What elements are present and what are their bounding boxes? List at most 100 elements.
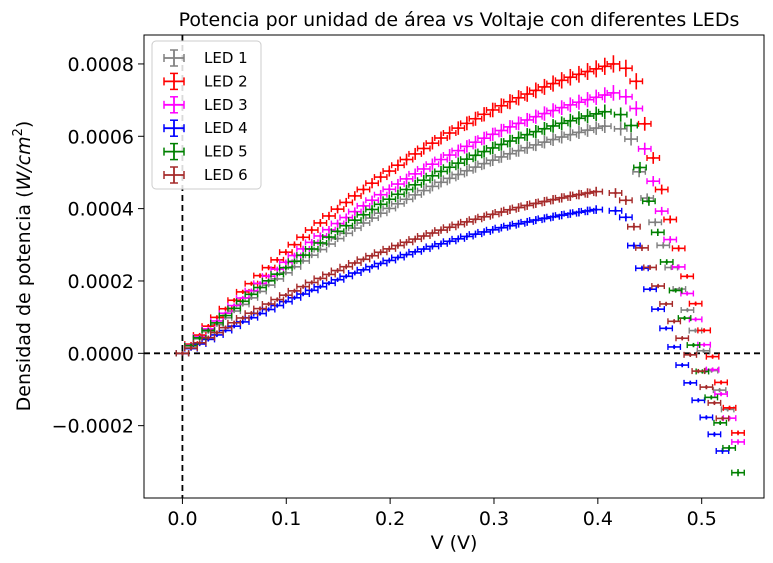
data-point — [520, 112, 535, 127]
data-point — [528, 124, 543, 139]
data-point — [511, 203, 526, 212]
data-point — [608, 206, 623, 216]
point-marker — [517, 206, 520, 209]
data-point — [373, 171, 388, 183]
data-point — [399, 184, 414, 195]
point-marker — [525, 92, 529, 96]
data-point — [425, 170, 440, 182]
point-marker — [362, 221, 365, 225]
data-point — [382, 245, 397, 252]
point-marker — [387, 207, 391, 210]
data-point — [589, 121, 604, 135]
point-marker — [422, 234, 426, 238]
x-axis: 0.0 0.1 0.2 0.3 0.4 0.5 — [167, 498, 717, 530]
point-marker — [551, 124, 555, 128]
data-point — [580, 123, 595, 137]
point-marker — [301, 285, 305, 289]
data-point — [322, 271, 336, 278]
data-point — [580, 92, 595, 108]
point-marker — [482, 150, 486, 153]
point-marker — [586, 70, 589, 73]
point-marker — [648, 287, 652, 291]
point-marker — [327, 242, 331, 246]
point-marker — [517, 121, 520, 125]
point-marker — [249, 311, 253, 315]
point-marker — [543, 216, 546, 220]
point-marker — [353, 226, 357, 230]
plot-area — [143, 34, 765, 499]
data-point — [356, 184, 371, 195]
point-marker — [206, 336, 210, 340]
point-marker — [336, 207, 339, 211]
data-point — [451, 169, 466, 180]
point-marker — [422, 247, 426, 251]
point-marker — [612, 62, 615, 66]
data-point — [459, 140, 474, 153]
point-marker — [499, 226, 503, 230]
point-marker — [241, 296, 245, 300]
point-marker — [586, 114, 589, 118]
legend-label: LED 1 — [204, 49, 248, 67]
point-marker — [577, 210, 581, 214]
point-marker — [224, 307, 227, 311]
point-marker — [258, 312, 262, 315]
data-point — [434, 165, 448, 177]
legend-item: LED 2 — [163, 72, 248, 90]
data-point — [618, 59, 633, 77]
data-point — [691, 397, 706, 404]
data-point — [589, 60, 604, 78]
point-marker — [362, 213, 365, 217]
point-marker — [284, 266, 288, 270]
data-point — [494, 207, 509, 217]
point-marker — [696, 369, 700, 373]
data-point — [356, 219, 371, 227]
point-marker — [696, 398, 700, 402]
data-point — [278, 292, 293, 299]
point-marker — [379, 193, 383, 197]
point-marker — [517, 96, 520, 100]
point-marker — [387, 259, 391, 262]
point-marker — [543, 85, 546, 89]
point-marker — [694, 329, 697, 332]
point-marker — [439, 136, 443, 140]
point-marker — [624, 66, 628, 70]
data-point — [520, 217, 535, 226]
point-marker — [249, 292, 253, 296]
data-point — [313, 232, 328, 240]
data-point — [459, 116, 474, 131]
data-point — [546, 103, 561, 118]
point-marker — [465, 220, 469, 224]
data-point — [477, 145, 492, 158]
point-marker — [594, 112, 598, 116]
data-point — [270, 302, 285, 309]
data-point — [356, 210, 371, 219]
x-tick-label: 0.5 — [687, 508, 717, 530]
point-marker — [543, 127, 546, 131]
data-point — [287, 263, 302, 270]
data-point — [373, 249, 388, 256]
data-point — [408, 179, 423, 190]
point-marker — [405, 188, 408, 191]
x-tick-label: 0.0 — [167, 508, 197, 530]
point-marker — [396, 202, 400, 206]
point-marker — [661, 243, 665, 247]
data-point — [322, 225, 336, 234]
data-point — [339, 221, 354, 230]
point-marker — [249, 289, 253, 293]
data-point — [613, 122, 628, 136]
data-point — [192, 339, 207, 346]
data-point — [382, 194, 397, 204]
data-point — [563, 128, 578, 142]
point-marker — [704, 416, 708, 419]
x-tick-label: 0.3 — [479, 508, 509, 530]
point-marker — [680, 363, 684, 367]
point-marker — [619, 127, 623, 131]
point-marker — [241, 302, 245, 306]
point-marker — [396, 192, 400, 196]
point-marker — [215, 331, 219, 335]
data-point — [442, 161, 457, 173]
point-marker — [318, 285, 322, 289]
data-point — [459, 165, 474, 177]
data-point — [434, 153, 448, 166]
point-marker — [525, 220, 529, 224]
